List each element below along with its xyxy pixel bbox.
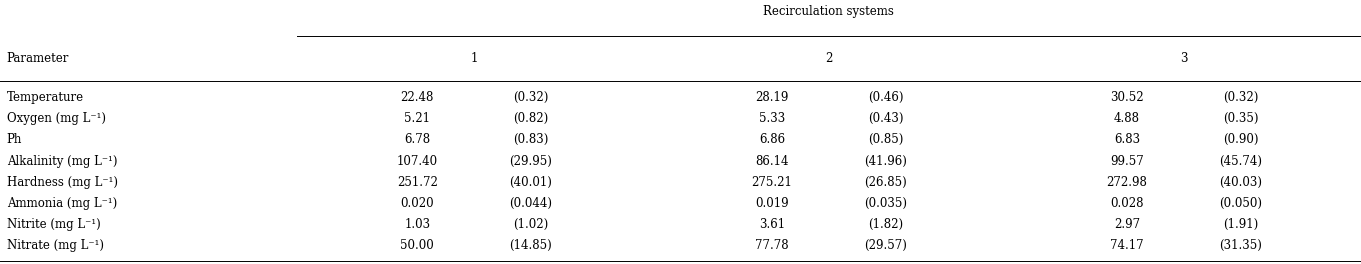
Text: 5.21: 5.21	[404, 112, 430, 125]
Text: 251.72: 251.72	[397, 176, 438, 189]
Text: (0.83): (0.83)	[513, 133, 548, 147]
Text: (0.35): (0.35)	[1222, 112, 1258, 125]
Text: (0.82): (0.82)	[513, 112, 548, 125]
Text: Hardness (mg L⁻¹): Hardness (mg L⁻¹)	[7, 176, 118, 189]
Text: (29.95): (29.95)	[509, 154, 553, 168]
Text: Nitrite (mg L⁻¹): Nitrite (mg L⁻¹)	[7, 218, 101, 231]
Text: (0.90): (0.90)	[1222, 133, 1258, 147]
Text: 6.78: 6.78	[404, 133, 430, 147]
Text: (0.43): (0.43)	[868, 112, 904, 125]
Text: (41.96): (41.96)	[864, 154, 906, 168]
Text: 0.028: 0.028	[1111, 197, 1143, 210]
Text: 99.57: 99.57	[1111, 154, 1143, 168]
Text: 272.98: 272.98	[1106, 176, 1147, 189]
Text: 107.40: 107.40	[397, 154, 438, 168]
Text: 0.020: 0.020	[400, 197, 434, 210]
Text: 1: 1	[471, 51, 478, 65]
Text: Nitrate (mg L⁻¹): Nitrate (mg L⁻¹)	[7, 239, 103, 252]
Text: 3.61: 3.61	[759, 218, 785, 231]
Text: (14.85): (14.85)	[509, 239, 553, 252]
Text: (0.85): (0.85)	[868, 133, 904, 147]
Text: 50.00: 50.00	[400, 239, 434, 252]
Text: 77.78: 77.78	[755, 239, 789, 252]
Text: 74.17: 74.17	[1111, 239, 1143, 252]
Text: (40.01): (40.01)	[509, 176, 553, 189]
Text: 3: 3	[1180, 51, 1187, 65]
Text: (40.03): (40.03)	[1219, 176, 1262, 189]
Text: (1.91): (1.91)	[1222, 218, 1258, 231]
Text: 1.03: 1.03	[404, 218, 430, 231]
Text: Parameter: Parameter	[7, 51, 69, 65]
Text: 4.88: 4.88	[1113, 112, 1141, 125]
Text: (0.050): (0.050)	[1219, 197, 1262, 210]
Text: 6.86: 6.86	[759, 133, 785, 147]
Text: Recirculation systems: Recirculation systems	[764, 5, 894, 18]
Text: (45.74): (45.74)	[1219, 154, 1262, 168]
Text: 2: 2	[825, 51, 833, 65]
Text: 22.48: 22.48	[400, 91, 434, 104]
Text: Oxygen (mg L⁻¹): Oxygen (mg L⁻¹)	[7, 112, 106, 125]
Text: Ammonia (mg L⁻¹): Ammonia (mg L⁻¹)	[7, 197, 117, 210]
Text: Temperature: Temperature	[7, 91, 84, 104]
Text: (1.82): (1.82)	[868, 218, 904, 231]
Text: (0.044): (0.044)	[509, 197, 553, 210]
Text: (0.32): (0.32)	[1222, 91, 1258, 104]
Text: 6.83: 6.83	[1113, 133, 1141, 147]
Text: Alkalinity (mg L⁻¹): Alkalinity (mg L⁻¹)	[7, 154, 117, 168]
Text: (1.02): (1.02)	[513, 218, 548, 231]
Text: Ph: Ph	[7, 133, 22, 147]
Text: 28.19: 28.19	[755, 91, 789, 104]
Text: 5.33: 5.33	[759, 112, 785, 125]
Text: 275.21: 275.21	[751, 176, 792, 189]
Text: (0.035): (0.035)	[864, 197, 908, 210]
Text: (0.32): (0.32)	[513, 91, 548, 104]
Text: 2.97: 2.97	[1113, 218, 1141, 231]
Text: (26.85): (26.85)	[864, 176, 906, 189]
Text: 86.14: 86.14	[755, 154, 789, 168]
Text: 30.52: 30.52	[1111, 91, 1143, 104]
Text: 0.019: 0.019	[755, 197, 789, 210]
Text: (0.46): (0.46)	[868, 91, 904, 104]
Text: (31.35): (31.35)	[1219, 239, 1262, 252]
Text: (29.57): (29.57)	[864, 239, 906, 252]
